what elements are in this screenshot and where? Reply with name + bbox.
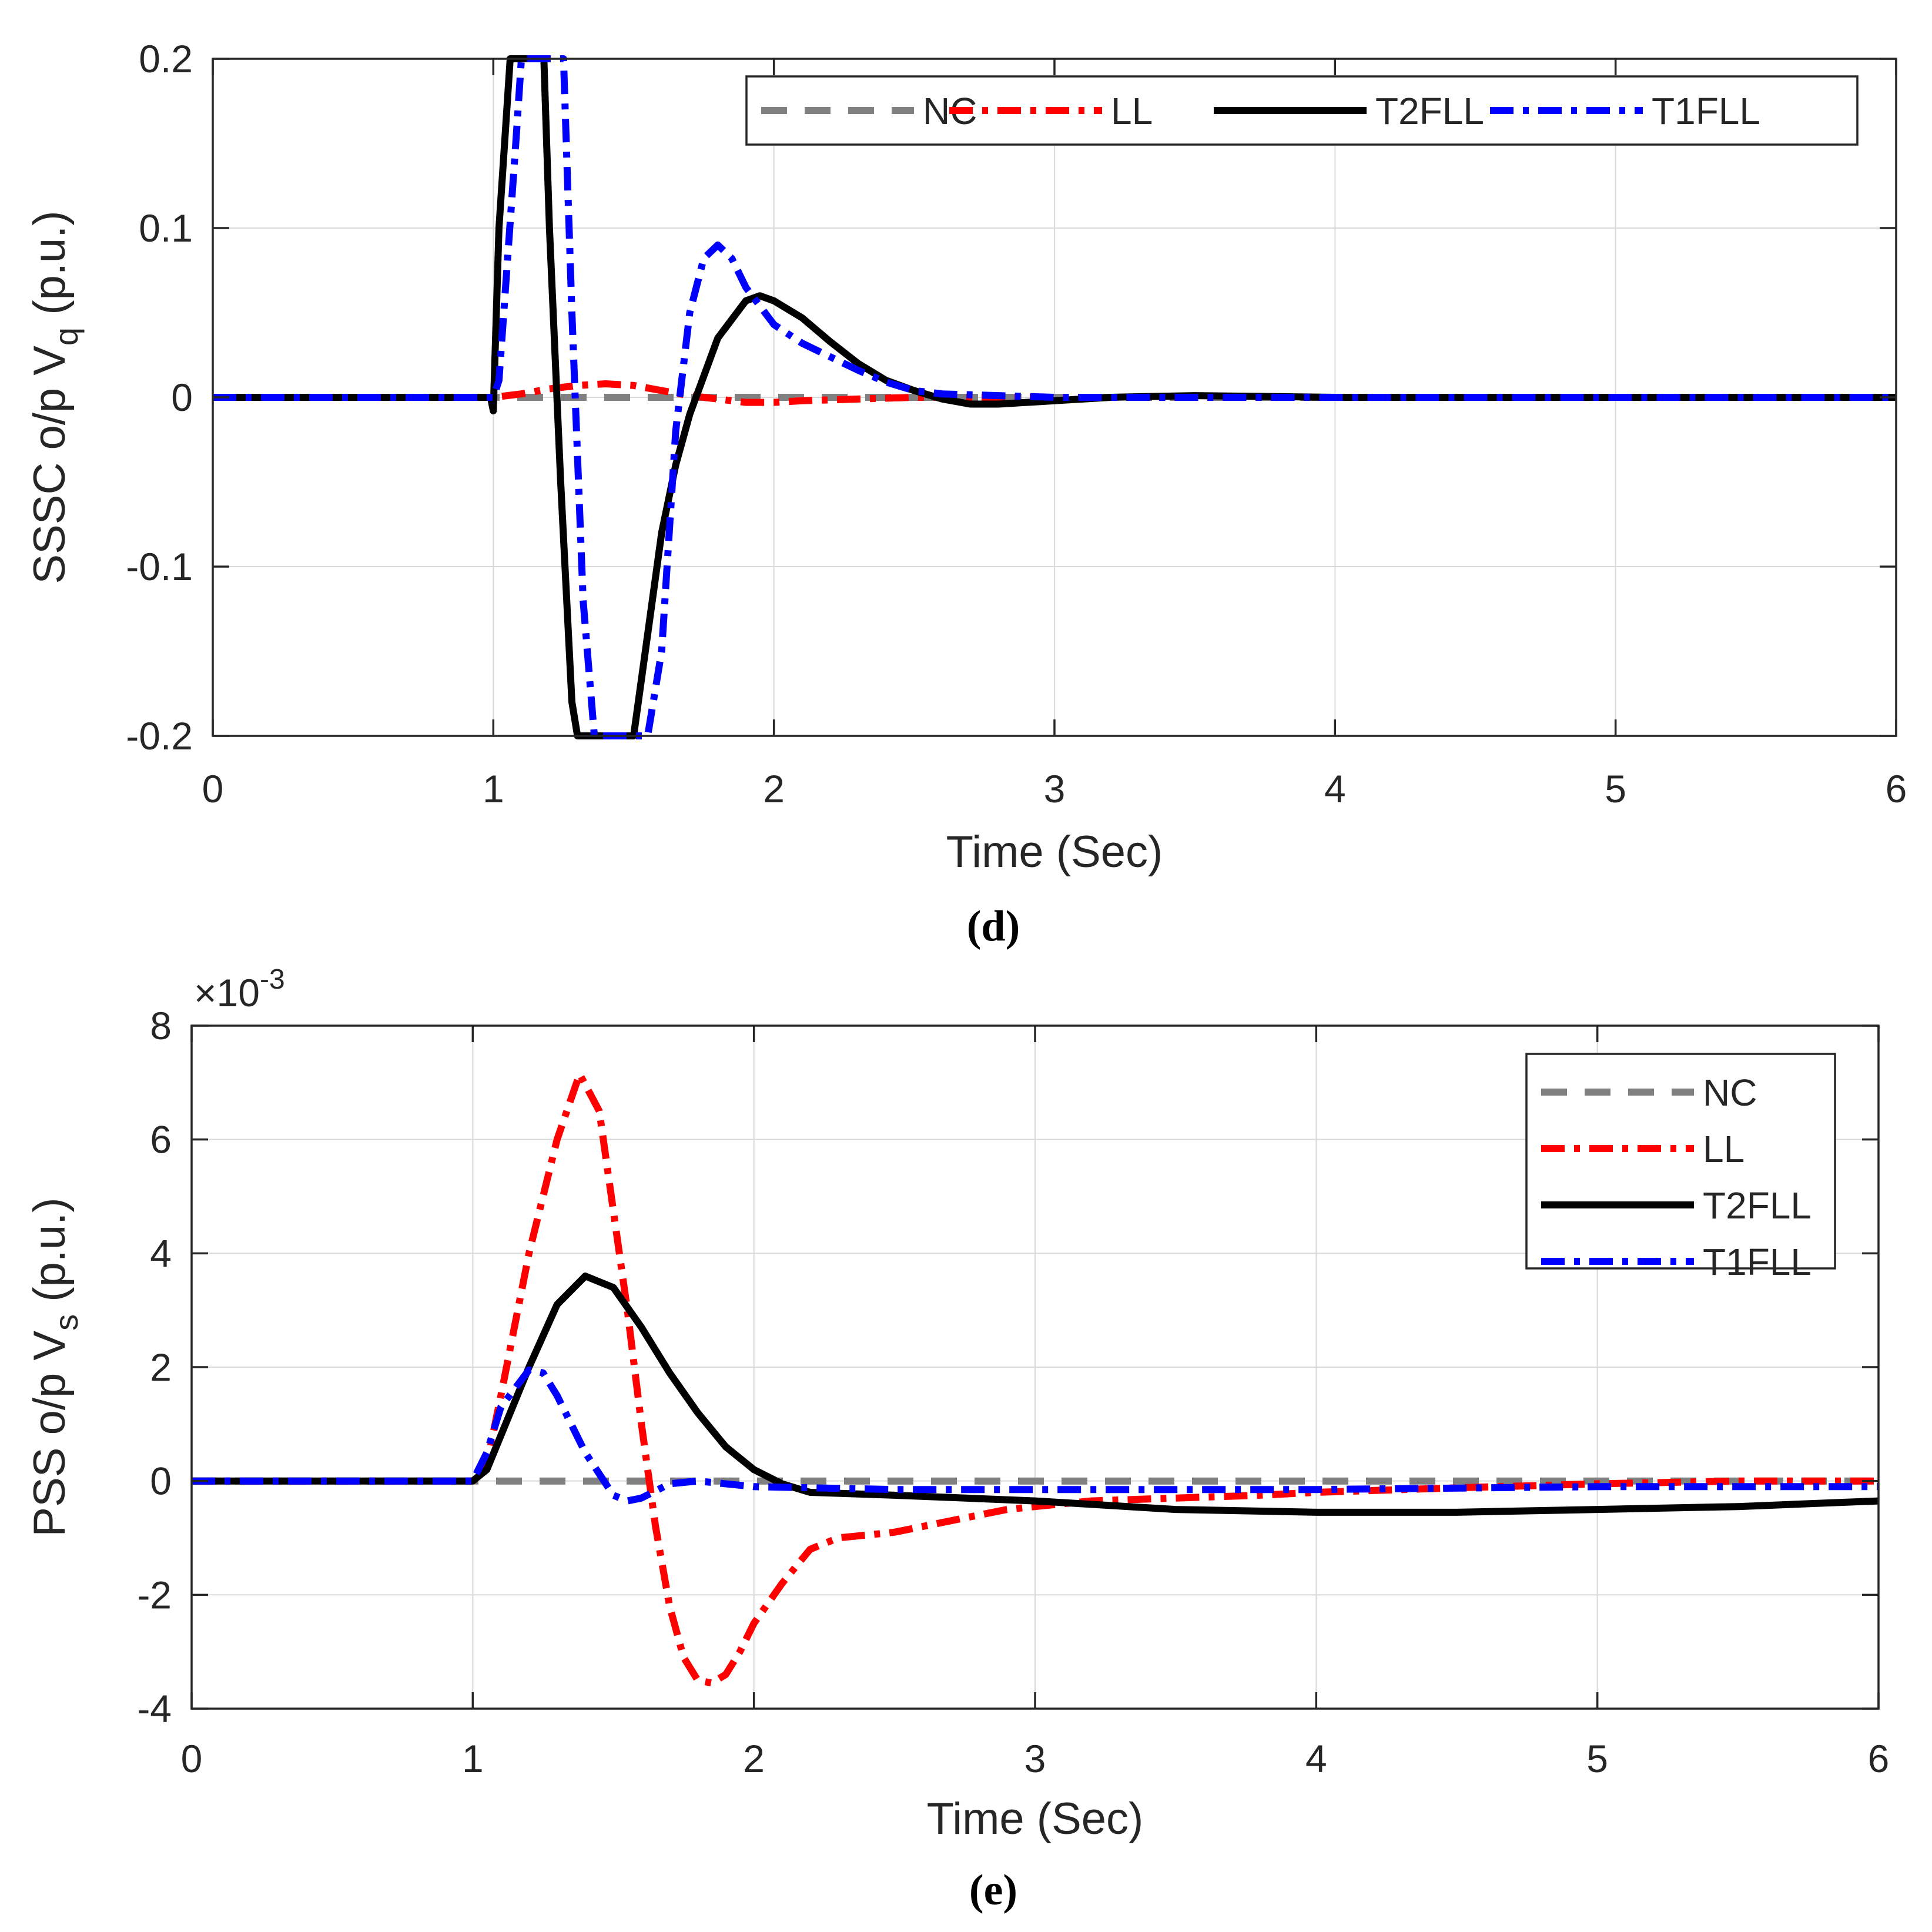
exponent-base: ×10 [194, 971, 260, 1014]
y-tick-label: 4 [150, 1231, 172, 1275]
legend-label-t1fll: T1FLL [1703, 1241, 1812, 1283]
x-tick-label: 6 [1868, 1737, 1890, 1780]
x-tick-label: 0 [181, 1737, 203, 1780]
series-line-ll [213, 380, 1896, 406]
chart-e: 0 1 2 3 4 5 6 -4 -2 0 2 4 6 8 ×10-3 Time (Sec) PSS o/p V… [25, 964, 1889, 1914]
y-label-unit: (p.u.) [25, 210, 75, 327]
y-tick-label: 6 [150, 1118, 172, 1161]
x-tick-label: 3 [1044, 767, 1066, 811]
axes: 0 1 2 3 4 5 6 -4 -2 0 2 4 6 8 [137, 1004, 1889, 1780]
legend-label-t2fll: T2FLL [1375, 90, 1484, 132]
y-tick-label: 2 [150, 1345, 172, 1389]
x-tick-label: 5 [1586, 1737, 1608, 1780]
figure-caption: (e) [969, 1866, 1017, 1914]
y-tick-label: 0 [171, 376, 193, 419]
legend-label-ll: LL [1703, 1128, 1745, 1170]
x-tick-label: 3 [1024, 1737, 1046, 1780]
y-axis-label: PSS o/p Vs (p.u.) [25, 1197, 85, 1536]
y-tick-label: 0.1 [139, 206, 193, 250]
y-axis-label: SSSC o/p Vq (p.u.) [25, 210, 85, 584]
x-tick-label: 0 [202, 767, 224, 811]
y-tick-label: -4 [137, 1687, 172, 1730]
y-tick-label: 0 [150, 1459, 172, 1503]
y-label-subscript: q [48, 327, 85, 346]
x-tick-label: 1 [462, 1737, 484, 1780]
x-tick-label: 1 [483, 767, 504, 811]
y-tick-label: -0.2 [126, 714, 193, 758]
series-line-t2fll [192, 1273, 1879, 1516]
y-label-main: SSSC o/p V [25, 346, 75, 584]
x-axis-label: Time (Sec) [927, 1794, 1144, 1844]
series-line-t2fll [213, 55, 1896, 739]
x-axis-label: Time (Sec) [946, 827, 1163, 877]
chart-d: 0 1 2 3 4 5 6 -0.2 -0.1 0 0.1 0.2 Time (Sec) SSSC o/p… [25, 37, 1907, 950]
legend-box [1525, 1053, 1836, 1270]
x-tick-label: 2 [743, 1737, 765, 1780]
y-label-main: PSS o/p V [25, 1331, 75, 1537]
series-line-t1fll [192, 1366, 1879, 1505]
y-tick-label: -0.1 [126, 545, 193, 588]
x-tick-label: 4 [1305, 1737, 1327, 1780]
y-label-subscript: s [48, 1314, 85, 1331]
legend-label-t1fll: T1FLL [1652, 90, 1760, 132]
y-label-unit: (p.u.) [25, 1197, 75, 1314]
y-tick-label: 0.2 [139, 37, 193, 81]
y-tick-label: 8 [150, 1004, 172, 1047]
x-tick-label: 6 [1886, 767, 1907, 811]
y-tick-label: -2 [137, 1573, 172, 1616]
axes: 0 1 2 3 4 5 6 -0.2 -0.1 0 0.1 0.2 [126, 37, 1907, 811]
x-tick-label: 4 [1324, 767, 1346, 811]
legend-label-ll: LL [1111, 90, 1153, 132]
exponent-power: -3 [260, 964, 285, 995]
legend-label-nc: NC [1703, 1072, 1757, 1114]
x-tick-label: 5 [1605, 767, 1626, 811]
series-group [192, 1070, 1879, 1687]
figure-caption: (d) [967, 902, 1020, 950]
legend: NC LL T2FLL T1FLL [1525, 1053, 1836, 1283]
series-line-ll [192, 1070, 1879, 1687]
y-axis-exponent: ×10-3 [194, 964, 285, 1014]
legend-label-t2fll: T2FLL [1703, 1184, 1812, 1227]
x-tick-label: 2 [763, 767, 785, 811]
